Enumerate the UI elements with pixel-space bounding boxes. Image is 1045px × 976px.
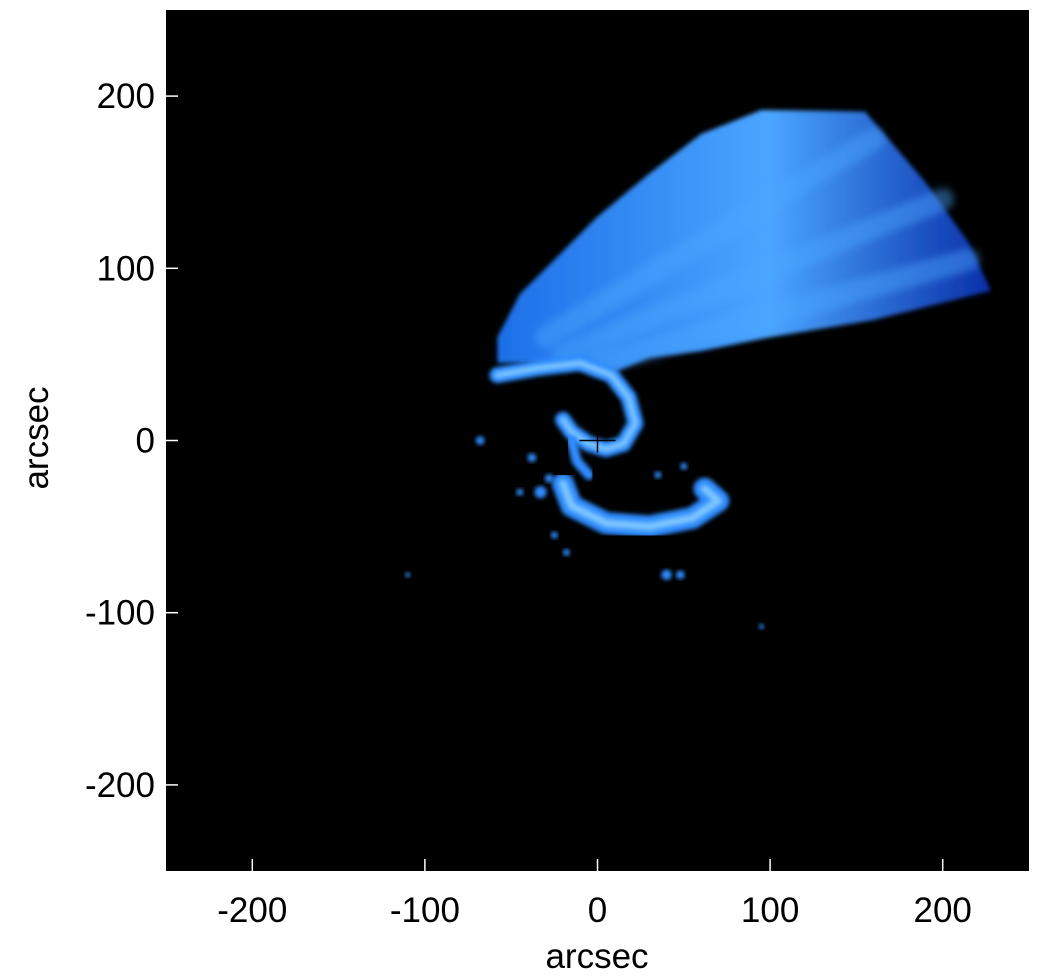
- center-cross-marker: [579, 428, 616, 453]
- x-axis-title: arcsec: [545, 937, 648, 976]
- emission-blob-3: [544, 474, 554, 483]
- x-tick-label: 100: [741, 891, 799, 930]
- emission-blob-13: [758, 623, 765, 630]
- y-axis-title: arcsec: [17, 386, 56, 489]
- y-tick-label: -200: [85, 766, 155, 805]
- emission-blob-1: [475, 436, 485, 445]
- x-tick-label: -200: [217, 891, 287, 930]
- emission-blob-7: [516, 488, 524, 496]
- y-tick-label: 200: [97, 77, 155, 116]
- fan-streak-1: [534, 128, 885, 349]
- intensity-image: [405, 109, 991, 630]
- fan-emission-region: [497, 109, 991, 372]
- emission-blob-8: [661, 569, 672, 580]
- y-tick-label: -100: [85, 594, 155, 633]
- inner-arc: [566, 435, 594, 480]
- emission-blob-4: [534, 486, 547, 499]
- lower-arc-core: [559, 479, 723, 531]
- emission-blob-5: [550, 531, 558, 539]
- emission-blob-2: [527, 453, 537, 463]
- emission-blob-6: [562, 548, 570, 556]
- emission-blob-10: [654, 471, 662, 479]
- fan-streak-3: [586, 248, 980, 375]
- x-tick-label: 200: [913, 891, 971, 930]
- emission-blob-12: [405, 572, 411, 578]
- y-axis: 200 100 0 -100 -200: [85, 77, 178, 805]
- x-axis: -200 -100 0 100 200: [217, 859, 972, 930]
- y-tick-label: 100: [97, 249, 155, 288]
- x-tick-label: -100: [390, 891, 460, 930]
- emission-blob-11: [680, 462, 688, 470]
- fan-streak-2: [551, 188, 954, 366]
- emission-blob-9: [676, 570, 685, 580]
- x-tick-label: 0: [588, 891, 607, 930]
- y-tick-label: 0: [136, 422, 155, 461]
